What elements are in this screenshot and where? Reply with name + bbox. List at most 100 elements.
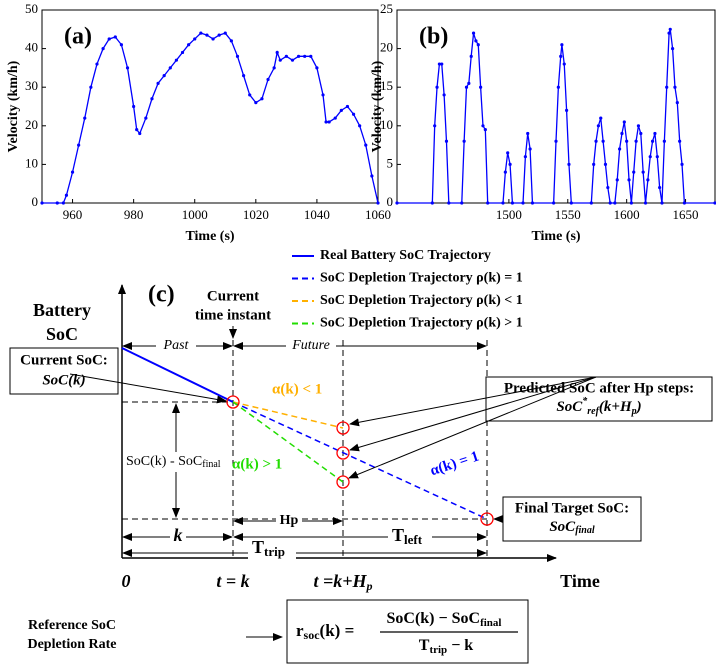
data-point — [70, 170, 75, 174]
data-point — [606, 185, 610, 190]
data-point — [481, 124, 485, 128]
data-point — [632, 170, 636, 174]
data-point — [135, 128, 139, 132]
data-point — [339, 108, 343, 112]
data-point — [358, 124, 362, 128]
x-tick-label: 1650 — [673, 207, 699, 222]
subscript: soc — [304, 628, 321, 642]
panel-label: (a) — [64, 24, 92, 50]
data-point — [223, 31, 227, 35]
data-point — [64, 193, 69, 197]
subscript: p — [366, 579, 373, 593]
plot-frame — [396, 9, 716, 204]
data-point — [444, 139, 449, 143]
data-point — [646, 178, 650, 182]
data-point — [596, 124, 601, 128]
y-axis-label: SoC — [46, 324, 78, 344]
subscript: final — [480, 617, 501, 629]
data-point — [315, 66, 319, 70]
data-point — [627, 178, 631, 182]
text-part: t =k+H — [313, 571, 367, 591]
annotation: Depletion Rate — [27, 637, 116, 652]
callout-box — [9, 347, 119, 395]
data-point — [435, 85, 439, 89]
data-point — [266, 77, 270, 82]
callout-title: Predicted SoC after Hp steps: — [504, 380, 694, 396]
data-point — [608, 201, 612, 205]
data-point — [510, 201, 515, 205]
data-point — [376, 201, 380, 205]
text-part: SoC(k) - SoC — [126, 454, 202, 469]
callout-title: Current SoC: — [20, 352, 108, 368]
data-point — [569, 201, 573, 205]
trajectory-eq — [232, 401, 488, 520]
callout-value: SoC(k) — [42, 372, 85, 388]
formula-numerator: SoC(k) − SoCfinal — [387, 610, 502, 629]
data-point — [508, 162, 512, 166]
data-point — [345, 104, 350, 109]
data-point — [430, 201, 434, 205]
data-point — [680, 162, 684, 166]
data-point — [321, 93, 325, 97]
data-point — [474, 39, 478, 43]
y-tick-label: 5 — [387, 155, 394, 170]
annotation: Ttrip — [252, 537, 285, 559]
data-point — [634, 139, 638, 143]
data-point — [615, 178, 619, 182]
annotation: Reference SoC — [28, 618, 116, 633]
data-point — [521, 201, 525, 205]
data-point — [309, 54, 313, 58]
y-tick-label: 25 — [380, 1, 393, 16]
data-point — [486, 201, 490, 205]
y-tick-label: 20 — [25, 117, 38, 132]
data-point — [229, 39, 233, 43]
data-point — [483, 128, 487, 132]
data-point — [113, 35, 117, 39]
callout-value: SoCfinal — [549, 519, 595, 536]
data-point — [447, 201, 451, 205]
chart: 960 980 1000 1020 1040 106001020304050(a)Time… — [6, 1, 391, 244]
data-point — [144, 116, 148, 120]
data-point — [554, 139, 558, 143]
x-tick-label: 980 — [124, 207, 144, 222]
x-axis-label: Time — [560, 571, 600, 591]
data-point — [217, 33, 221, 37]
data-point — [660, 201, 664, 205]
legend-label: SoC Depletion Trajectory ρ(k) = 1 — [320, 271, 523, 286]
plot-frame — [41, 9, 379, 204]
annotation: Tleft — [392, 525, 423, 547]
data-point — [61, 201, 65, 205]
data-point — [650, 139, 655, 143]
text-part: SoC(k) − SoC — [387, 610, 481, 627]
panel-label: (b) — [419, 24, 448, 50]
data-point — [639, 131, 643, 136]
data-point — [351, 112, 356, 116]
legend-label: SoC Depletion Trajectory ρ(k) < 1 — [320, 293, 523, 308]
data-line — [42, 32, 379, 204]
text-part: T — [392, 525, 404, 545]
data-point — [460, 201, 464, 205]
annotation: Current — [207, 288, 259, 304]
legend-label: Real Battery SoC Trajectory — [320, 248, 491, 263]
label-bg — [286, 338, 336, 354]
data-point — [476, 43, 480, 47]
arrow — [349, 376, 597, 427]
x-tick-label: 1040 — [304, 207, 330, 222]
data-point — [636, 124, 641, 128]
subscript: trip — [429, 644, 447, 656]
data-point — [603, 162, 608, 166]
panel-label: (c) — [148, 282, 175, 308]
data-point — [625, 139, 629, 143]
label-bg — [170, 528, 186, 546]
y-tick-label: 30 — [25, 78, 38, 93]
annotation: Past — [163, 338, 190, 353]
callout-value: SoC*ref(k+Hp) — [556, 396, 641, 417]
x-axis-label: Time (s) — [531, 229, 580, 244]
data-point — [678, 139, 682, 143]
x-tick-label: t = k — [216, 571, 249, 591]
x-tick-label: 1060 — [365, 207, 391, 222]
data-point — [395, 201, 399, 205]
data-point — [668, 27, 672, 31]
data-point — [682, 201, 686, 205]
